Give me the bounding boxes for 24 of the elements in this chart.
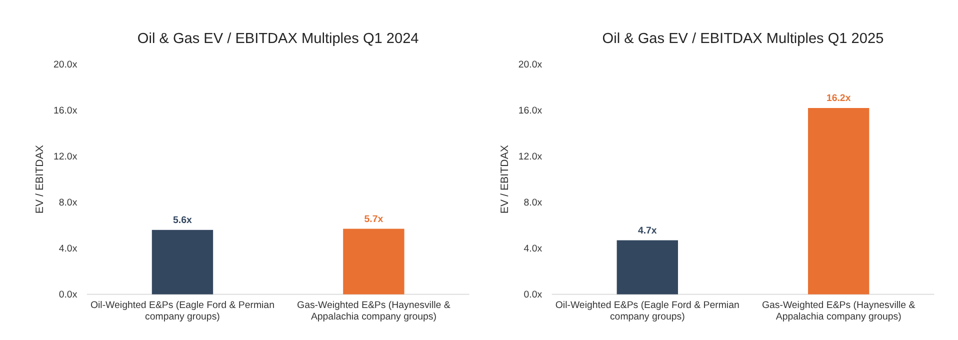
y-tick-label: 4.0x	[58, 244, 78, 255]
data-label: 16.2x	[826, 93, 852, 104]
y-tick-label: 8.0x	[58, 198, 78, 209]
x-tick-label: Oil-Weighted E&Ps (Eagle Ford & Permian company groups)	[555, 300, 740, 323]
x-tick-label: Gas-Weighted E&Ps (Haynesville & Appalachia company groups)	[762, 300, 916, 323]
y-tick-label: 20.0x	[53, 60, 78, 71]
y-tick-label: 0.0x	[524, 290, 542, 301]
y-axis-title: EV / EBITDAX	[34, 144, 46, 214]
y-tick-label: 4.0x	[524, 244, 542, 255]
data-label: 5.6x	[173, 215, 193, 226]
data-label: 4.7x	[638, 225, 658, 236]
y-tick-label: 16.0x	[53, 106, 78, 117]
chart-title: Oil & Gas EV / EBITDAX Multiples Q1 2024	[137, 30, 419, 47]
y-tick-label: 20.0x	[518, 60, 542, 71]
y-tick-label: 16.0x	[518, 106, 542, 117]
x-tick-label: Gas-Weighted E&Ps (Haynesville & Appalachia company groups)	[297, 300, 451, 323]
data-label: 5.7x	[364, 214, 384, 225]
y-tick-label: 12.0x	[53, 152, 78, 163]
y-axis-title: EV / EBITDAX	[499, 144, 512, 214]
chart-title: Oil & Gas EV / EBITDAX Multiples Q1 2025	[602, 30, 884, 47]
y-tick-label: 8.0x	[524, 198, 542, 209]
x-tick-label: Oil-Weighted E&Ps (Eagle Ford & Permian company groups)	[90, 300, 274, 323]
y-tick-label: 0.0x	[58, 290, 78, 301]
y-tick-label: 12.0x	[518, 152, 542, 163]
